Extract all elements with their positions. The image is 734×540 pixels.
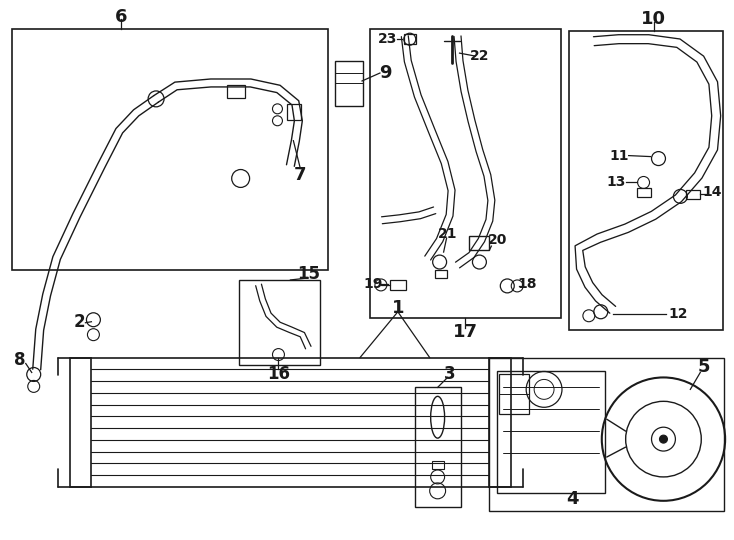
Text: 21: 21 [438,227,457,241]
Bar [432,461,443,469]
Bar [569,31,723,330]
Bar [636,188,650,198]
Bar [288,104,302,120]
Bar [12,29,328,270]
Bar [470,236,490,250]
Text: 18: 18 [517,277,537,291]
Bar [390,280,406,290]
Text: 19: 19 [363,277,382,291]
Bar [490,357,724,511]
Text: 20: 20 [487,233,507,247]
Text: 22: 22 [470,49,489,63]
Text: 10: 10 [641,10,666,28]
Bar [70,357,92,487]
Text: 17: 17 [453,323,478,341]
Text: 7: 7 [294,166,307,185]
Bar [499,374,529,414]
Text: 13: 13 [606,176,625,190]
Text: 9: 9 [379,64,391,82]
Text: 8: 8 [14,350,26,368]
Bar [686,191,700,199]
Text: 12: 12 [669,307,688,321]
Circle shape [659,435,667,443]
Bar [335,61,363,106]
Bar [435,270,446,278]
Bar [415,387,460,507]
Text: 4: 4 [567,490,579,508]
Bar [370,29,561,318]
Text: 1: 1 [392,299,404,317]
Bar [227,85,244,98]
Text: 11: 11 [609,148,628,163]
Text: 5: 5 [698,359,711,376]
Text: 23: 23 [378,32,398,46]
Text: 16: 16 [267,366,290,383]
Text: 15: 15 [297,265,320,283]
Text: 6: 6 [115,8,128,26]
Bar [239,280,320,365]
Bar [490,357,512,487]
Text: 14: 14 [702,185,722,199]
Bar [498,372,605,493]
Text: 2: 2 [73,313,85,330]
Text: 3: 3 [444,366,455,383]
Bar [404,34,415,44]
